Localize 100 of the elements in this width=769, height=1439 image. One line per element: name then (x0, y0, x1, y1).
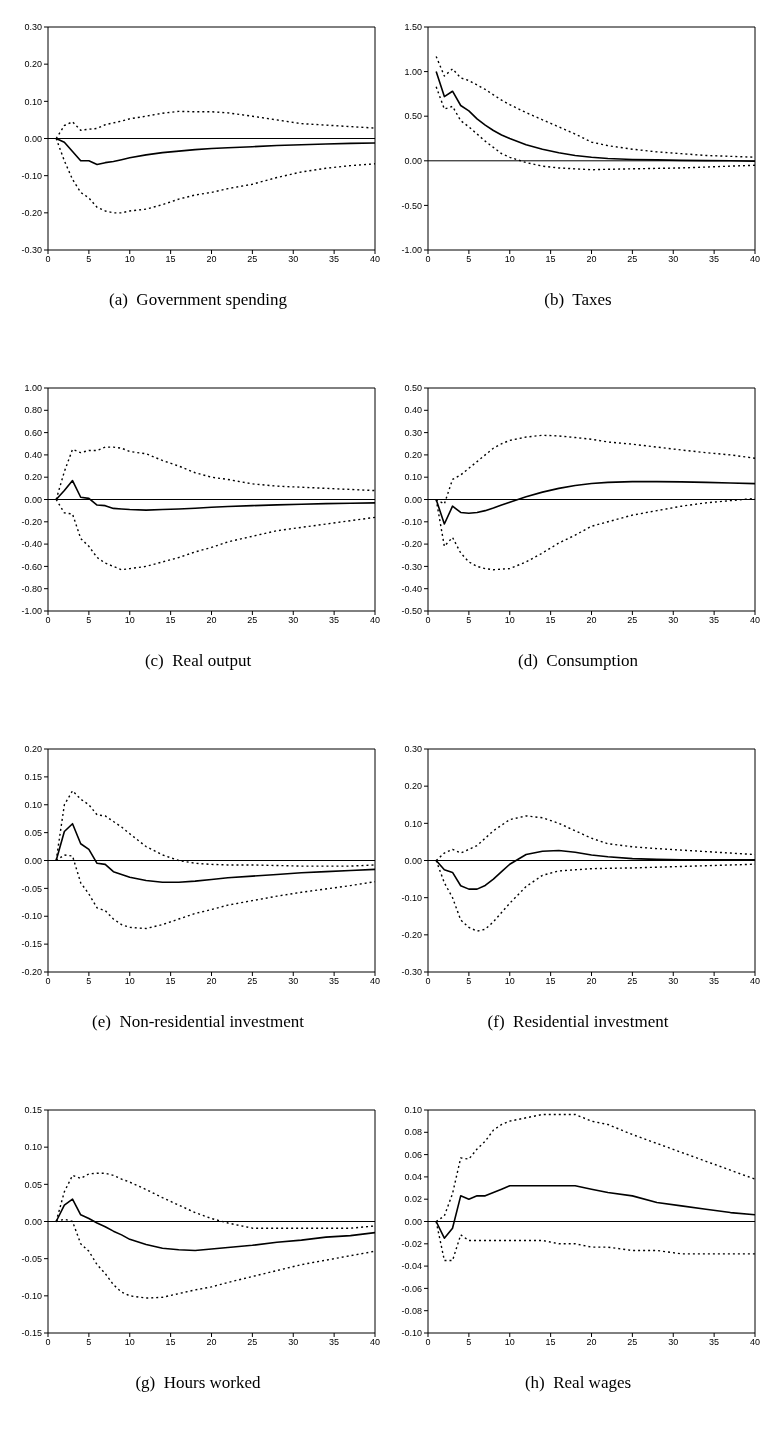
x-tick-label: 20 (206, 615, 217, 626)
y-tick-label: 0.00 (404, 1216, 422, 1227)
x-tick-label: 35 (329, 976, 340, 987)
text: (e) Non-residential investment (91, 1012, 305, 1032)
y-tick-label: 0.10 (404, 1105, 422, 1116)
x-tick-label: 35 (709, 615, 720, 626)
y-tick-label: 0.08 (404, 1127, 422, 1138)
y-tick-label: -0.04 (401, 1261, 422, 1272)
x-tick-label: 15 (545, 1337, 556, 1348)
y-tick-label: 0.50 (404, 383, 422, 394)
x-tick-label: 30 (668, 254, 679, 265)
x-tick-label: 15 (165, 976, 176, 987)
y-tick-label: 0.04 (404, 1172, 422, 1183)
x-tick-label: 15 (545, 615, 556, 626)
x-tick-label: 20 (586, 615, 597, 626)
y-tick-label: 0.05 (24, 1179, 42, 1190)
y-tick-label: -0.10 (401, 516, 422, 527)
y-tick-label: 0.60 (24, 427, 42, 438)
text: (g) Hours worked (134, 1373, 262, 1393)
x-tick-label: 25 (627, 976, 638, 987)
y-tick-label: 0.00 (24, 494, 42, 505)
x-tick-label: 0 (45, 615, 51, 626)
x-tick-label: 5 (466, 976, 472, 987)
y-tick-label: 0.10 (24, 1142, 42, 1153)
y-tick-label: 0.00 (404, 156, 422, 166)
x-tick-label: 35 (329, 254, 340, 265)
y-tick-label: -0.40 (401, 583, 422, 594)
y-tick-label: 0.20 (24, 59, 42, 70)
y-tick-label: -0.06 (401, 1283, 422, 1294)
y-tick-label: 0.20 (404, 450, 422, 461)
y-tick-label: 0.40 (404, 405, 422, 416)
y-tick-label: 0.20 (24, 744, 42, 755)
y-tick-label: -0.80 (21, 583, 42, 594)
x-tick-label: 25 (247, 1337, 258, 1348)
x-tick-label: 10 (504, 615, 515, 626)
x-tick-label: 10 (124, 254, 135, 265)
y-tick-label: -0.10 (21, 170, 42, 181)
x-tick-label: 30 (668, 976, 679, 987)
y-tick-label: 1.00 (24, 383, 42, 394)
x-tick-label: 10 (124, 615, 135, 626)
y-tick-label: -0.02 (401, 1238, 422, 1249)
x-tick-label: 20 (206, 254, 217, 265)
x-tick-label: 30 (668, 1337, 679, 1348)
x-tick-label: 5 (466, 1337, 472, 1348)
y-tick-label: -0.08 (401, 1305, 422, 1316)
y-tick-label: -0.40 (21, 539, 42, 550)
x-tick-label: 40 (369, 615, 381, 626)
x-tick-label: 35 (329, 615, 340, 626)
x-tick-label: 35 (709, 254, 720, 265)
x-tick-label: 0 (45, 1337, 51, 1348)
y-tick-label: 0.30 (404, 744, 422, 755)
x-tick-label: 10 (504, 1337, 515, 1348)
x-tick-label: 0 (425, 615, 431, 626)
y-tick-label: -0.50 (401, 200, 422, 211)
y-tick-label: -0.20 (21, 516, 42, 527)
text: (f) Residential investment (486, 1012, 670, 1032)
x-tick-label: 15 (165, 1337, 176, 1348)
y-tick-label: 0.10 (24, 96, 42, 107)
y-tick-label: -0.15 (21, 939, 42, 950)
text: (a) Government spending (108, 290, 288, 310)
x-tick-label: 35 (709, 1337, 720, 1348)
x-tick-label: 15 (545, 976, 556, 987)
x-tick-label: 20 (206, 1337, 217, 1348)
y-tick-label: 0.15 (24, 1105, 42, 1116)
x-tick-label: 15 (545, 254, 556, 265)
x-tick-label: 35 (709, 976, 720, 987)
x-tick-label: 5 (86, 254, 92, 265)
y-tick-label: -0.10 (21, 1291, 42, 1302)
y-tick-label: -0.20 (21, 967, 42, 978)
y-tick-label: -0.20 (401, 930, 422, 941)
x-tick-label: 25 (627, 254, 638, 265)
y-tick-label: 0.00 (24, 855, 42, 866)
y-tick-label: -0.30 (21, 245, 42, 256)
y-tick-label: 0.00 (24, 133, 42, 144)
y-tick-label: -1.00 (21, 606, 42, 617)
y-tick-label: -0.10 (401, 1328, 422, 1339)
y-tick-label: 0.02 (404, 1194, 422, 1205)
y-tick-label: -0.05 (21, 883, 42, 894)
x-tick-label: 10 (504, 976, 515, 987)
y-tick-label: 0.20 (404, 781, 422, 792)
x-tick-label: 40 (749, 976, 761, 987)
x-tick-label: 20 (586, 1337, 597, 1348)
y-tick-label: 0.30 (404, 427, 422, 438)
text: (d) Consumption (517, 651, 639, 671)
text: (c) Real output (143, 651, 253, 671)
x-tick-label: 40 (749, 1337, 761, 1348)
x-tick-label: 30 (288, 254, 299, 265)
y-tick-label: -0.20 (401, 539, 422, 550)
y-tick-label: 0.50 (404, 111, 422, 122)
y-tick-label: 0.30 (24, 22, 42, 33)
x-tick-label: 5 (466, 254, 472, 265)
x-tick-label: 30 (288, 976, 299, 987)
y-tick-label: -0.20 (21, 208, 42, 219)
x-tick-label: 0 (425, 1337, 431, 1348)
x-tick-label: 25 (247, 615, 258, 626)
x-tick-label: 30 (288, 1337, 299, 1348)
x-tick-label: 40 (369, 1337, 381, 1348)
y-tick-label: 1.50 (404, 22, 422, 33)
y-tick-label: 0.20 (24, 472, 42, 483)
y-tick-label: 0.40 (24, 450, 42, 461)
